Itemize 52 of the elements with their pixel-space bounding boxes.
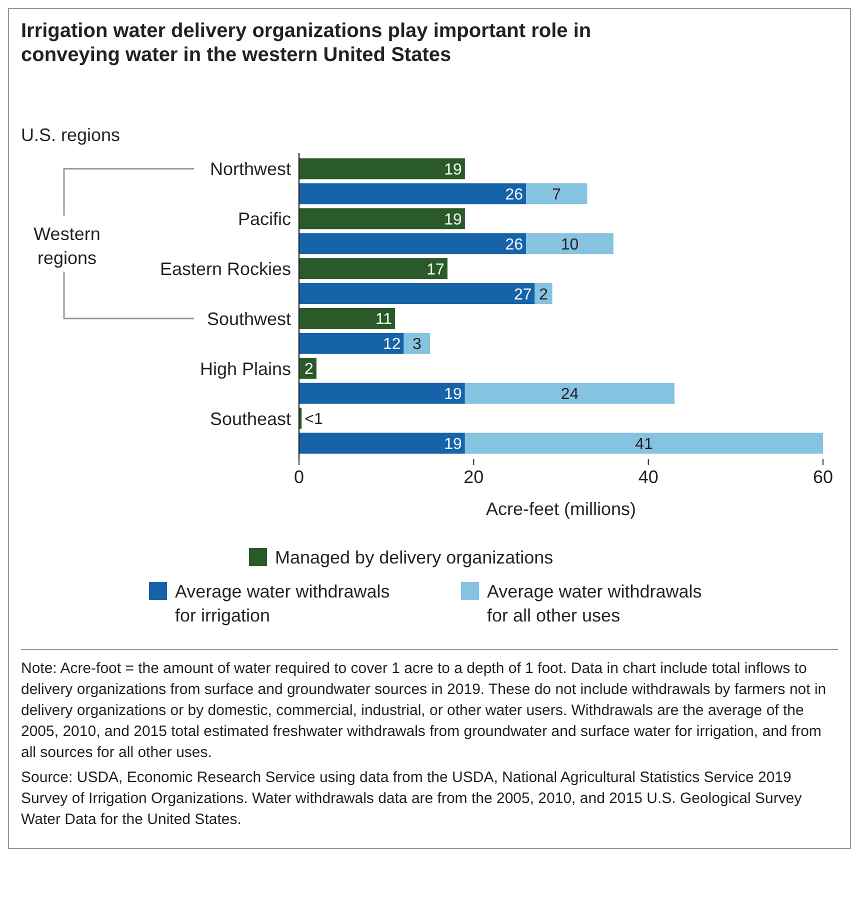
bar <box>299 208 465 230</box>
source-note: Source: USDA, Economic Research Service using data from the USDA, National Agricultural Statistics Service 2019 Survey of Irrigation Organizations. Water withdrawals data are from the 2005, 2010, and 2015 U.S. Geological Survey Water Data for the United States. <box>21 768 803 830</box>
text: Note: Acre-foot = the amount of water required to cover 1 acre to a depth of 1 foot. Data in chart include total inflows to delivery organizations from surface and groundwater sources in 2019. These do not include withdrawals by farmers not in delivery organizations or by domestic, commercial, industrial, or other water users. Withdrawals are the average of the 2005, 2010, and 2015 total estimated freshwater withdrawals from groundwater and surface water for irrigation, and from all sources for all other uses. <box>21 659 828 763</box>
legend-label: Average water withdrawals for all other uses <box>487 581 702 626</box>
legend-label: Average water withdrawals for irrigation <box>175 581 390 626</box>
data-label: 7 <box>552 186 562 204</box>
bar <box>526 233 614 254</box>
data-label: 11 <box>375 311 392 328</box>
y-tick-label: High Plains <box>200 358 291 379</box>
y-axis-title: U.S. regions <box>21 125 120 145</box>
y-tick-label: Southeast <box>210 408 291 429</box>
data-label: 19 <box>444 161 462 178</box>
x-tick-label: 40 <box>638 467 658 487</box>
bar <box>299 332 404 354</box>
data-label: 26 <box>505 186 524 204</box>
bar <box>464 432 823 454</box>
x-tick-label: 60 <box>812 467 834 487</box>
bar <box>299 432 465 454</box>
bar <box>299 382 465 404</box>
data-label: 10 <box>560 236 579 254</box>
y-tick-label: Southwest <box>206 308 291 329</box>
bar <box>299 258 448 280</box>
chart-title: Irrigation water delivery organizations play important role in conveying water in the western United States <box>21 20 592 66</box>
bar <box>299 308 396 329</box>
data-label: 27 <box>514 286 532 304</box>
data-label: 19 <box>444 436 462 454</box>
y-tick-label: Pacific <box>238 209 291 230</box>
bar <box>299 158 465 180</box>
data-label: 19 <box>444 386 462 404</box>
data-label: 17 <box>426 261 445 278</box>
bar <box>299 183 526 204</box>
y-tick-label: Eastern Rockies <box>160 259 291 280</box>
data-label: 19 <box>444 211 462 228</box>
x-tick-label: 20 <box>464 467 484 487</box>
data-label: 24 <box>560 386 579 404</box>
x-axis-title: Acre-feet (millions) <box>486 499 636 519</box>
bar <box>299 233 526 254</box>
bar <box>464 382 675 404</box>
legend-label: Managed by delivery organizations <box>275 547 554 568</box>
data-label: 41 <box>635 436 653 454</box>
data-label: 12 <box>383 336 401 354</box>
data-label: 3 <box>412 336 422 354</box>
data-label: 2 <box>539 286 548 304</box>
y-tick-label: Northwest <box>210 159 291 180</box>
data-label: 2 <box>304 361 314 378</box>
data-label: 26 <box>505 236 524 254</box>
x-tick-label: 0 <box>294 467 304 487</box>
text: Western regions <box>34 224 100 268</box>
bar <box>299 283 535 304</box>
bar <box>526 183 588 204</box>
bar <box>404 332 430 354</box>
data-label: <1 <box>304 411 323 428</box>
